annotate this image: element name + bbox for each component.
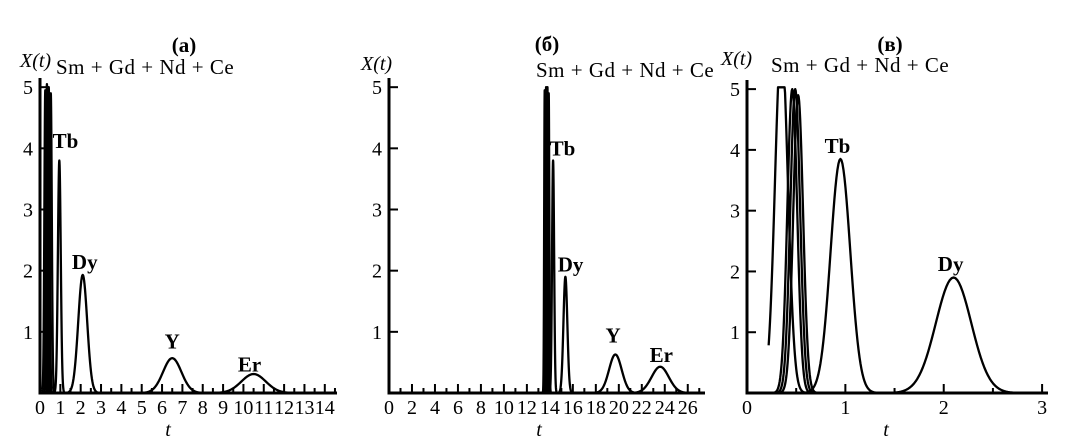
x-tick-label: 8 xyxy=(198,397,208,419)
y-tick-label: 5 xyxy=(23,77,33,99)
peak-label-tb: Tb xyxy=(53,129,79,153)
curve-component xyxy=(43,86,55,395)
y-tick-label: 2 xyxy=(730,261,740,283)
y-tick-label: 3 xyxy=(730,201,740,223)
y-tick-label: 4 xyxy=(372,138,382,160)
curve-component xyxy=(45,92,57,395)
y-tick-label: 5 xyxy=(372,77,382,99)
panel-b-title: (б) xyxy=(534,32,560,56)
curve-tb xyxy=(51,159,67,395)
panel-v-y-axis-label: X(t) xyxy=(721,48,753,70)
peak-label-dy: Dy xyxy=(558,253,584,277)
panel-a-mixture-label: Sm + Gd + Nd + Ce xyxy=(56,55,235,79)
panel-b: 0 2 4 6 8 10 12 14 16 18 20 22 24 26 1 2 3 4 5 Tb Dy Y Er (б) … xyxy=(355,0,715,447)
x-tick-label: 0 xyxy=(35,397,45,419)
x-tick-label: 11 xyxy=(254,397,273,419)
x-tick-label: 5 xyxy=(137,397,147,419)
curve-er xyxy=(197,372,310,395)
x-tick-label: 6 xyxy=(157,397,167,419)
y-tick-label: 2 xyxy=(23,261,33,283)
curve-dy xyxy=(555,275,576,395)
panel-a: 0 1 2 3 4 5 6 7 8 9 10 11 12 13 14 1 2 3 4 5 Tb Dy Y Er (a) Sm … xyxy=(0,0,355,447)
x-tick-label: 26 xyxy=(678,397,698,419)
x-tick-label: 16 xyxy=(563,397,583,419)
x-tick-label: 4 xyxy=(116,397,126,419)
panel-a-y-axis-label: X(t) xyxy=(20,50,52,72)
panel-a-title: (a) xyxy=(171,33,197,57)
curve-tb xyxy=(547,159,559,395)
x-tick-label: 4 xyxy=(430,397,440,419)
x-tick-label: 14 xyxy=(540,397,560,419)
x-tick-label: 2 xyxy=(939,397,949,419)
y-tick-label: 3 xyxy=(23,200,33,222)
x-tick-label: 18 xyxy=(586,397,606,419)
y-tick-label: 4 xyxy=(23,138,33,160)
x-tick-label: 3 xyxy=(1037,397,1047,419)
curve-y xyxy=(129,356,215,395)
x-tick-label: 10 xyxy=(233,397,253,419)
curve-dy xyxy=(61,273,104,395)
x-tick-label: 22 xyxy=(632,397,652,419)
y-tick-label: 3 xyxy=(372,200,382,222)
x-tick-label: 10 xyxy=(494,397,514,419)
y-tick-label: 2 xyxy=(372,261,382,283)
x-tick-label: 8 xyxy=(476,397,486,419)
panel-v-x-axis-label: t xyxy=(883,419,889,441)
peak-label-er: Er xyxy=(238,352,261,376)
peak-label-tb: Tb xyxy=(550,136,576,160)
x-tick-label: 6 xyxy=(453,397,463,419)
x-tick-label: 13 xyxy=(294,397,314,419)
peak-label-y: Y xyxy=(165,330,180,354)
panel-v: 0 1 2 3 1 2 3 4 5 Tb Dy (в) Sm + Gd + Nd + Ce X(t)… xyxy=(715,0,1075,447)
panel-b-x-axis-label: t xyxy=(536,419,542,441)
y-tick-label: 1 xyxy=(730,322,740,344)
peak-label-dy: Dy xyxy=(938,252,964,276)
x-tick-label: 3 xyxy=(96,397,106,419)
panel-v-title: (в) xyxy=(877,32,903,56)
y-tick-label: 5 xyxy=(730,79,740,101)
y-tick-label: 1 xyxy=(23,322,33,344)
curve-component xyxy=(774,94,822,395)
x-tick-label: 2 xyxy=(407,397,417,419)
curve-tb xyxy=(795,157,886,395)
curve-component xyxy=(41,82,53,395)
x-tick-label: 1 xyxy=(840,397,850,419)
peak-label-tb: Tb xyxy=(825,134,851,158)
x-tick-label: 2 xyxy=(76,397,86,419)
peak-label-y: Y xyxy=(605,324,620,348)
curve-er xyxy=(620,365,701,395)
x-tick-label: 24 xyxy=(655,397,675,419)
panel-v-plot: 0 1 2 3 1 2 3 4 5 Tb Dy xyxy=(730,79,1048,419)
panel-a-x-axis-label: t xyxy=(165,419,171,441)
panel-v-mixture-label: Sm + Gd + Nd + Ce xyxy=(771,53,950,77)
curve-component xyxy=(768,87,816,395)
y-tick-label: 4 xyxy=(730,140,740,162)
x-tick-label: 12 xyxy=(517,397,537,419)
peak-label-er: Er xyxy=(650,343,673,367)
x-tick-label: 14 xyxy=(315,397,335,419)
panel-b-y-axis-label: X(t) xyxy=(361,53,393,75)
curve-dy xyxy=(872,276,1036,395)
x-tick-label: 0 xyxy=(384,397,394,419)
x-tick-label: 1 xyxy=(55,397,65,419)
y-tick-label: 1 xyxy=(372,322,382,344)
x-tick-label: 20 xyxy=(609,397,629,419)
x-tick-label: 12 xyxy=(274,397,294,419)
panel-b-mixture-label: Sm + Gd + Nd + Ce xyxy=(536,58,715,82)
x-tick-label: 7 xyxy=(177,397,187,419)
x-tick-label: 0 xyxy=(742,397,752,419)
peak-label-dy: Dy xyxy=(72,250,98,274)
x-tick-label: 9 xyxy=(218,397,228,419)
